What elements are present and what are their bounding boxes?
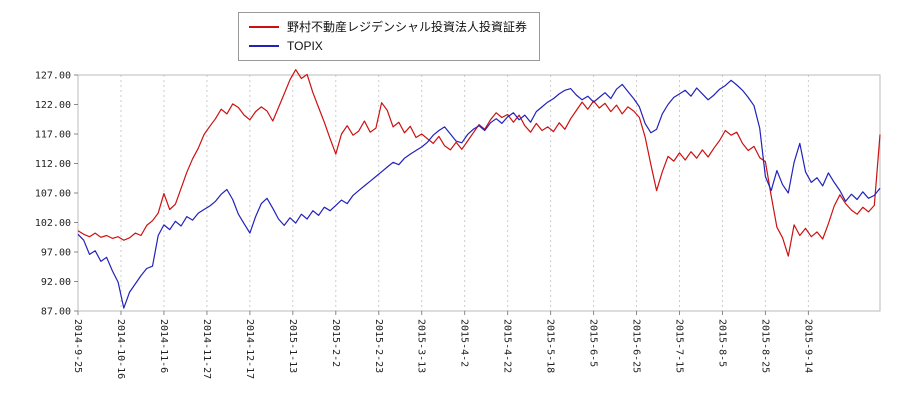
x-tick-label: 2014-11-27 [201, 319, 212, 379]
y-tick-label: 122.00 [35, 100, 71, 111]
x-tick-label: 2014-12-17 [244, 319, 255, 379]
x-tick-label: 2015-8-25 [759, 319, 770, 373]
legend-swatch-blue [249, 45, 279, 47]
x-tick-label: 2015-2-2 [330, 319, 341, 367]
x-tick-label: 2015-2-23 [373, 319, 384, 373]
x-tick-label: 2014-11-6 [158, 319, 169, 373]
legend-item-topix: TOPIX [249, 38, 527, 54]
y-tick-label: 127.00 [35, 71, 71, 82]
x-tick-label: 2015-6-5 [588, 319, 599, 367]
x-tick-label: 2015-7-15 [674, 319, 685, 373]
y-tick-label: 102.00 [35, 218, 71, 229]
y-tick-label: 117.00 [35, 130, 71, 141]
legend-label-topix: TOPIX [287, 39, 323, 53]
legend-item-reit: 野村不動産レジデンシャル投資法人投資証券 [249, 19, 527, 35]
legend: 野村不動産レジデンシャル投資法人投資証券 TOPIX [238, 12, 541, 61]
x-tick-label: 2015-1-13 [287, 319, 298, 373]
y-tick-label: 107.00 [35, 189, 71, 200]
x-tick-label: 2015-9-14 [802, 319, 813, 373]
x-tick-label: 2015-4-22 [502, 319, 513, 373]
y-tick-label: 112.00 [35, 159, 71, 170]
legend-swatch-red [249, 26, 279, 28]
series-line-topix [77, 79, 881, 309]
x-tick-label: 2015-6-25 [631, 319, 642, 373]
legend-label-reit: 野村不動産レジデンシャル投資法人投資証券 [287, 20, 528, 34]
x-tick-label: 2015-3-13 [416, 319, 427, 373]
x-tick-label: 2015-8-5 [716, 319, 727, 367]
y-tick-label: 92.00 [41, 277, 71, 288]
y-tick-label: 97.00 [41, 248, 71, 259]
x-tick-label: 2015-4-2 [459, 319, 470, 367]
x-tick-label: 2015-5-18 [545, 319, 556, 373]
x-tick-label: 2014-9-25 [72, 319, 83, 373]
series-line-reit [77, 69, 881, 257]
y-tick-label: 87.00 [41, 307, 71, 318]
x-tick-label: 2014-10-16 [115, 319, 126, 379]
plot-border [77, 74, 881, 312]
